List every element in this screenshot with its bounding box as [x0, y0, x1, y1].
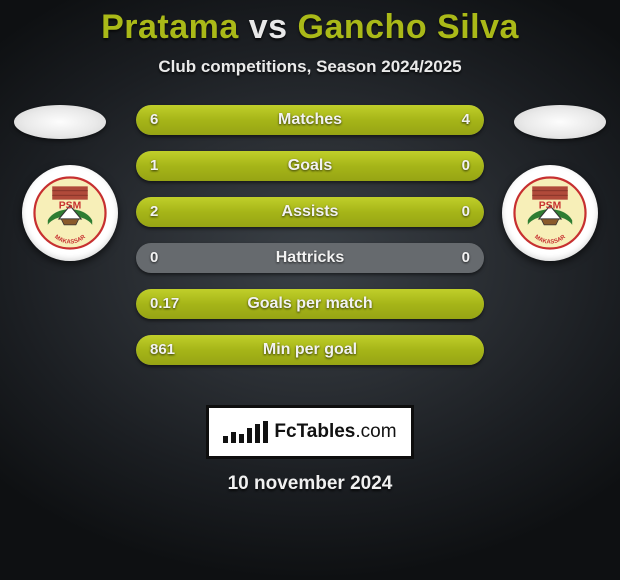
stat-label: Min per goal [136, 335, 484, 365]
stat-label: Goals per match [136, 289, 484, 319]
left-country-placeholder [14, 105, 106, 139]
stat-row: 10Goals [136, 151, 484, 181]
player2-name: Gancho Silva [298, 8, 519, 46]
brand-name-light: .com [355, 421, 396, 442]
subtitle: Club competitions, Season 2024/2025 [0, 57, 620, 77]
stat-label: Assists [136, 197, 484, 227]
title-vs: vs [249, 8, 288, 46]
brand-badge: FcTables.com [206, 405, 414, 459]
stats-container: 64Matches 10Goals 20Assists 00Hattricks 0.17… [136, 105, 484, 381]
right-club-badge: PSM MAKASSAR [502, 165, 598, 261]
stat-row: 0.17Goals per match [136, 289, 484, 319]
club-logo-icon: PSM MAKASSAR [33, 176, 107, 250]
brand-bars-icon [223, 421, 268, 443]
stat-row: 00Hattricks [136, 243, 484, 273]
stat-row: 64Matches [136, 105, 484, 135]
stat-row: 20Assists [136, 197, 484, 227]
stat-label: Hattricks [136, 243, 484, 273]
player1-name: Pratama [101, 8, 239, 46]
svg-text:PSM: PSM [539, 201, 561, 212]
snapshot-date: 10 november 2024 [0, 473, 620, 495]
stat-label: Goals [136, 151, 484, 181]
comparison-title: Pratama vs Gancho Silva [0, 0, 620, 47]
brand-text: FcTables.com [274, 421, 396, 443]
club-logo-icon: PSM MAKASSAR [513, 176, 587, 250]
stat-row: 861Min per goal [136, 335, 484, 365]
right-country-placeholder [514, 105, 606, 139]
svg-text:PSM: PSM [59, 201, 81, 212]
left-club-badge: PSM MAKASSAR [22, 165, 118, 261]
brand-name-bold: FcTables [274, 421, 355, 442]
stat-label: Matches [136, 105, 484, 135]
